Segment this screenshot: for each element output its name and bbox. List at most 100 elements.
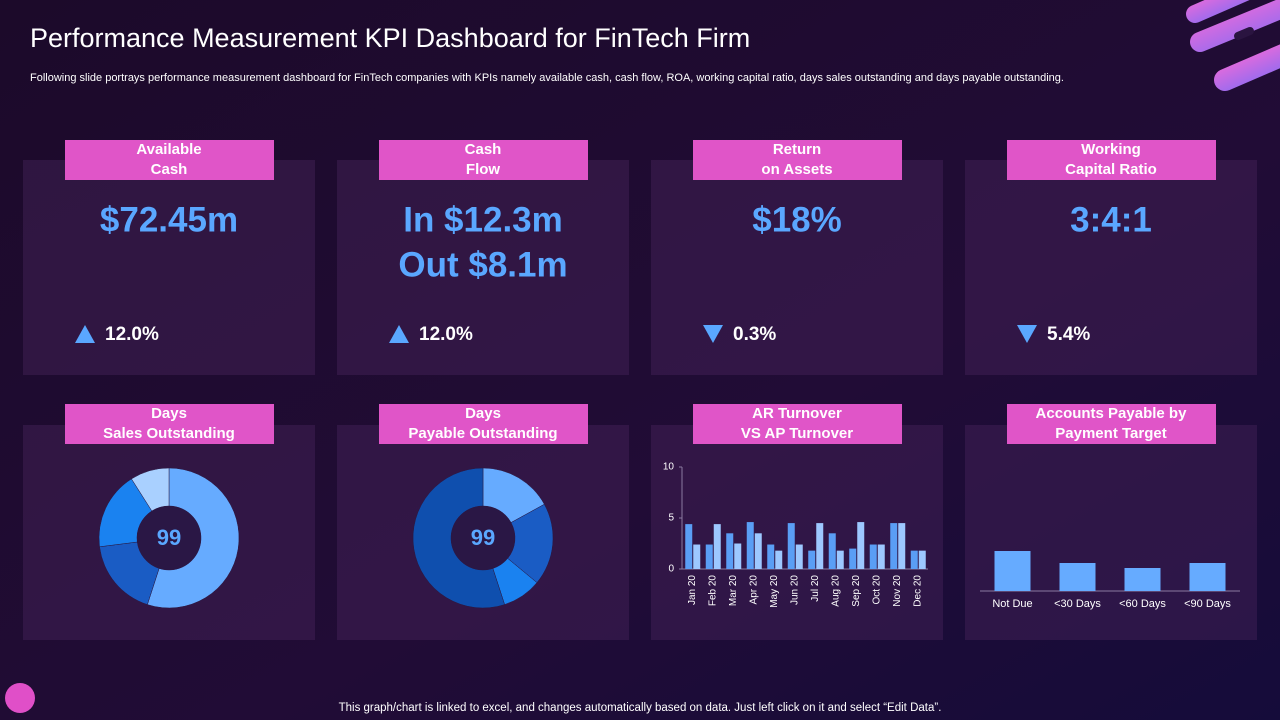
card-header-text: Working <box>1081 141 1141 158</box>
footer: This graph/chart is linked to excel, and… <box>339 702 942 714</box>
card-header-text: Sales Outstanding <box>103 425 235 442</box>
bar <box>775 550 783 569</box>
kpi-value: In $12.3m <box>403 200 563 239</box>
x-tick-label: Nov 20 <box>892 575 903 607</box>
bar <box>890 523 898 569</box>
y-tick-label: 0 <box>668 564 674 575</box>
kpi-value: $18% <box>752 200 842 239</box>
bar <box>836 550 844 569</box>
bar <box>754 533 762 569</box>
card-header <box>693 140 902 180</box>
bar <box>795 544 803 569</box>
kpi-card <box>337 160 629 375</box>
x-tick-label: Feb 20 <box>707 575 718 607</box>
x-tick-label: Mar 20 <box>728 575 739 607</box>
card-header-text: Capital Ratio <box>1065 161 1157 178</box>
kpi-value: Out $8.1m <box>398 245 567 284</box>
card-header <box>1007 140 1216 180</box>
card-header-text: Cash <box>151 161 188 178</box>
bar <box>705 544 713 569</box>
card-header <box>65 404 274 444</box>
x-tick-label: Jul 20 <box>810 575 821 602</box>
card-header <box>693 404 902 444</box>
kpi-change: 0.3% <box>733 324 776 345</box>
card-header-text: Return <box>773 141 821 158</box>
x-tick-label: May 20 <box>769 575 780 608</box>
title: Performance Measurement KPI Dashboard fo… <box>30 23 750 53</box>
kpi-change: 12.0% <box>105 324 159 345</box>
bar <box>869 544 877 569</box>
card-header-text: on Assets <box>761 161 832 178</box>
kpi-change: 12.0% <box>419 324 473 345</box>
card-header <box>65 140 274 180</box>
y-tick-label: 10 <box>663 462 675 473</box>
donut-center-label: 99 <box>157 525 181 550</box>
bar <box>693 544 701 569</box>
card-header <box>1007 404 1216 444</box>
subtitle: Following slide portrays performance mea… <box>30 72 1064 84</box>
bar <box>808 550 816 569</box>
bar <box>816 523 824 569</box>
bar <box>877 544 885 569</box>
x-tick-label: Dec 20 <box>912 575 923 607</box>
kpi-arrow <box>703 325 723 343</box>
donut-hole <box>137 506 201 570</box>
card-header <box>379 404 588 444</box>
card-header-text: VS AP Turnover <box>741 425 853 442</box>
kpi-value: $72.45m <box>100 200 238 239</box>
donut-center-label: 99 <box>471 525 495 550</box>
kpi-arrow <box>389 325 409 343</box>
x-tick-label: Oct 20 <box>871 575 882 605</box>
y-tick-label: 5 <box>668 513 674 524</box>
card-header-text: Available <box>136 141 201 158</box>
x-tick-label: <30 Days <box>1054 598 1101 610</box>
card-header-text: Accounts Payable by <box>1036 405 1188 422</box>
kpi-value: 3:4:1 <box>1070 200 1152 239</box>
x-tick-label: <60 Days <box>1119 598 1166 610</box>
card-header-text: Flow <box>466 161 500 178</box>
bar <box>898 523 906 569</box>
card-header-text: Payable Outstanding <box>408 425 557 442</box>
kpi-arrow <box>1017 325 1037 343</box>
decor-swirl <box>1186 0 1280 91</box>
x-tick-label: Jun 20 <box>789 575 800 605</box>
decor-dot <box>5 683 35 713</box>
kpi-card <box>965 160 1257 375</box>
x-tick-label: Jan 20 <box>687 575 698 605</box>
bar <box>994 551 1031 591</box>
card-header-text: AR Turnover <box>752 405 842 422</box>
x-tick-label: Aug 20 <box>830 575 841 607</box>
bar <box>857 522 865 569</box>
x-tick-label: Apr 20 <box>748 575 759 605</box>
bar <box>726 533 734 569</box>
bar <box>828 533 836 569</box>
donut-hole <box>451 506 515 570</box>
bar <box>767 544 775 569</box>
bar <box>1189 563 1226 591</box>
chart-card <box>965 425 1257 640</box>
bar <box>787 523 795 569</box>
card-header-text: Days <box>151 405 187 422</box>
bar <box>734 543 742 569</box>
bar <box>918 550 926 569</box>
kpi-card <box>651 160 943 375</box>
bar <box>685 524 693 569</box>
kpi-card <box>23 160 315 375</box>
bar <box>910 550 918 569</box>
bar <box>746 522 754 569</box>
x-tick-label: Sep 20 <box>851 575 862 607</box>
kpi-change: 5.4% <box>1047 324 1090 345</box>
x-tick-label: <90 Days <box>1184 598 1231 610</box>
card-header-text: Payment Target <box>1055 425 1166 442</box>
card-header-text: Cash <box>465 141 502 158</box>
card-header <box>379 140 588 180</box>
kpi-arrow <box>75 325 95 343</box>
bar <box>713 524 721 569</box>
x-tick-label: Not Due <box>992 598 1032 610</box>
card-header-text: Days <box>465 405 501 422</box>
bar <box>849 548 857 569</box>
bar <box>1059 563 1096 591</box>
bar <box>1124 568 1161 591</box>
